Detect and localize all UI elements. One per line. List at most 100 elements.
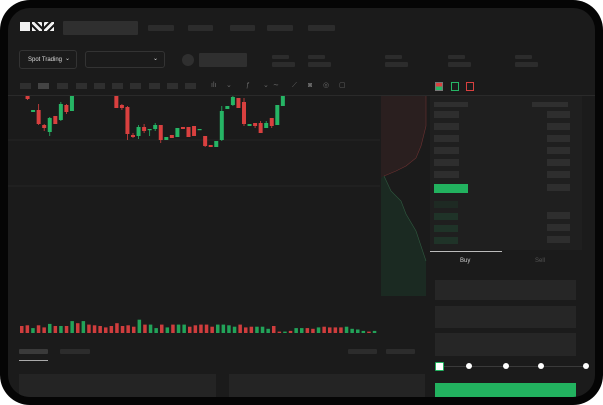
orderbook-ask-amount[interactable] — [547, 171, 570, 178]
stat-label — [385, 55, 402, 59]
volume-bar — [210, 326, 214, 333]
interval-button[interactable] — [20, 83, 31, 89]
settings-icon[interactable]: ◎ — [323, 82, 330, 89]
tab-open-orders[interactable] — [19, 349, 48, 354]
candle-body — [164, 137, 169, 140]
volume-bar — [255, 326, 259, 333]
ruler-icon[interactable]: ⟋ — [292, 82, 297, 89]
interval-button-active[interactable] — [38, 83, 49, 89]
orderbook-bids-icon[interactable] — [451, 82, 459, 91]
interval-button[interactable] — [167, 83, 178, 89]
candle-body — [280, 96, 285, 106]
orderbook-bid-amount[interactable] — [547, 212, 570, 219]
orderbook-ask-amount[interactable] — [547, 123, 570, 130]
volume-bar — [59, 326, 63, 333]
interval-button[interactable] — [185, 83, 196, 89]
volume-bar — [311, 328, 315, 333]
nav-item[interactable] — [148, 25, 174, 31]
interval-button[interactable] — [149, 83, 160, 89]
chevron-down-icon[interactable]: ⌄ — [263, 82, 269, 89]
orderbook-ask-amount[interactable] — [547, 135, 570, 142]
orderbook-bid-price[interactable] — [434, 237, 458, 244]
fullscreen-icon[interactable]: ▢ — [339, 82, 346, 89]
chevron-down-icon[interactable]: ⌄ — [226, 82, 232, 89]
slider-stop-25[interactable] — [466, 363, 472, 369]
nav-item[interactable] — [267, 25, 293, 31]
total-input[interactable] — [435, 333, 576, 356]
orderbook-ask-price[interactable] — [434, 123, 459, 130]
line-tool-icon[interactable]: ∼ — [273, 82, 279, 89]
filter-button[interactable] — [386, 349, 415, 354]
amount-input[interactable] — [435, 306, 576, 328]
slider-stop-100[interactable] — [583, 363, 589, 369]
interval-button[interactable] — [130, 83, 141, 89]
nav-item[interactable] — [308, 25, 335, 31]
tab-order-history[interactable] — [60, 349, 90, 354]
orderbook-ask-amount[interactable] — [547, 159, 570, 166]
slider-stop-75[interactable] — [538, 363, 544, 369]
market-type-select[interactable]: Spot Trading ⌄ — [19, 50, 77, 69]
volume-bar — [272, 326, 276, 333]
stat-label — [272, 55, 289, 59]
indicator-icon[interactable]: ƒ — [246, 82, 250, 89]
orderbook-ask-price[interactable] — [434, 171, 459, 178]
header-search-placeholder[interactable] — [63, 21, 138, 35]
orderbook-ask-price[interactable] — [434, 111, 459, 118]
volume-bar — [305, 328, 310, 333]
slider-stop-50[interactable] — [503, 363, 509, 369]
slider-track[interactable] — [439, 366, 587, 367]
orderbook-both-icon[interactable] — [435, 82, 443, 91]
interval-button[interactable] — [76, 83, 87, 89]
candle-body — [131, 135, 135, 137]
volume-bar — [372, 330, 377, 333]
volume-bar — [344, 326, 349, 333]
orderbook-ask-price[interactable] — [434, 135, 459, 142]
candle-body — [214, 141, 219, 147]
orders-panel-left — [19, 374, 216, 397]
nav-item[interactable] — [230, 25, 255, 31]
orderbook-header-amount — [532, 102, 568, 107]
stat-value — [308, 62, 331, 67]
depth-chart — [381, 96, 427, 296]
candle-body — [64, 105, 69, 112]
buy-submit-button[interactable] — [435, 383, 576, 397]
tab-buy[interactable]: Buy — [460, 258, 471, 264]
volume-bar — [109, 326, 114, 333]
interval-button[interactable] — [57, 83, 68, 89]
candle-body — [147, 129, 152, 131]
logo-block — [20, 22, 30, 31]
orderbook-bid-amount[interactable] — [547, 224, 570, 231]
orderbook-ask-amount[interactable] — [547, 147, 570, 154]
nav-item[interactable] — [188, 25, 213, 31]
slider-handle[interactable] — [435, 362, 444, 371]
interval-button[interactable] — [94, 83, 105, 89]
volume-bar — [148, 324, 153, 333]
volume-bar — [53, 326, 58, 333]
orderbook-bid-amount[interactable] — [547, 236, 570, 243]
candle-body — [142, 127, 147, 131]
orderbook-mid-price[interactable] — [434, 184, 468, 193]
orderbook-ask-amount[interactable] — [547, 111, 570, 118]
orderbook-bid-price[interactable] — [434, 225, 458, 232]
candle-body — [136, 127, 141, 136]
interval-button[interactable] — [112, 83, 123, 89]
orderbook-ask-price[interactable] — [434, 159, 459, 166]
orderbook-ask-price[interactable] — [434, 147, 459, 154]
filter-button[interactable] — [348, 349, 377, 354]
tab-open-orders-underline — [19, 360, 48, 361]
price-input[interactable] — [435, 280, 576, 300]
volume-bar — [42, 327, 46, 333]
orderbook-ask-amount[interactable] — [547, 184, 570, 191]
tab-sell[interactable]: Sell — [535, 258, 546, 264]
camera-icon[interactable]: ◙ — [308, 82, 313, 89]
stat-value — [272, 62, 295, 67]
logo-block — [32, 22, 42, 31]
candle-type-icon[interactable]: ılı — [211, 82, 217, 89]
okx-logo[interactable] — [20, 22, 54, 31]
candlestick-chart[interactable] — [8, 96, 380, 336]
orderbook-bid-price[interactable] — [434, 201, 458, 208]
orderbook-bid-price[interactable] — [434, 213, 458, 220]
pair-select[interactable]: ⌄ — [85, 51, 165, 68]
volume-bar — [361, 330, 366, 333]
orderbook-asks-icon[interactable] — [466, 82, 474, 91]
